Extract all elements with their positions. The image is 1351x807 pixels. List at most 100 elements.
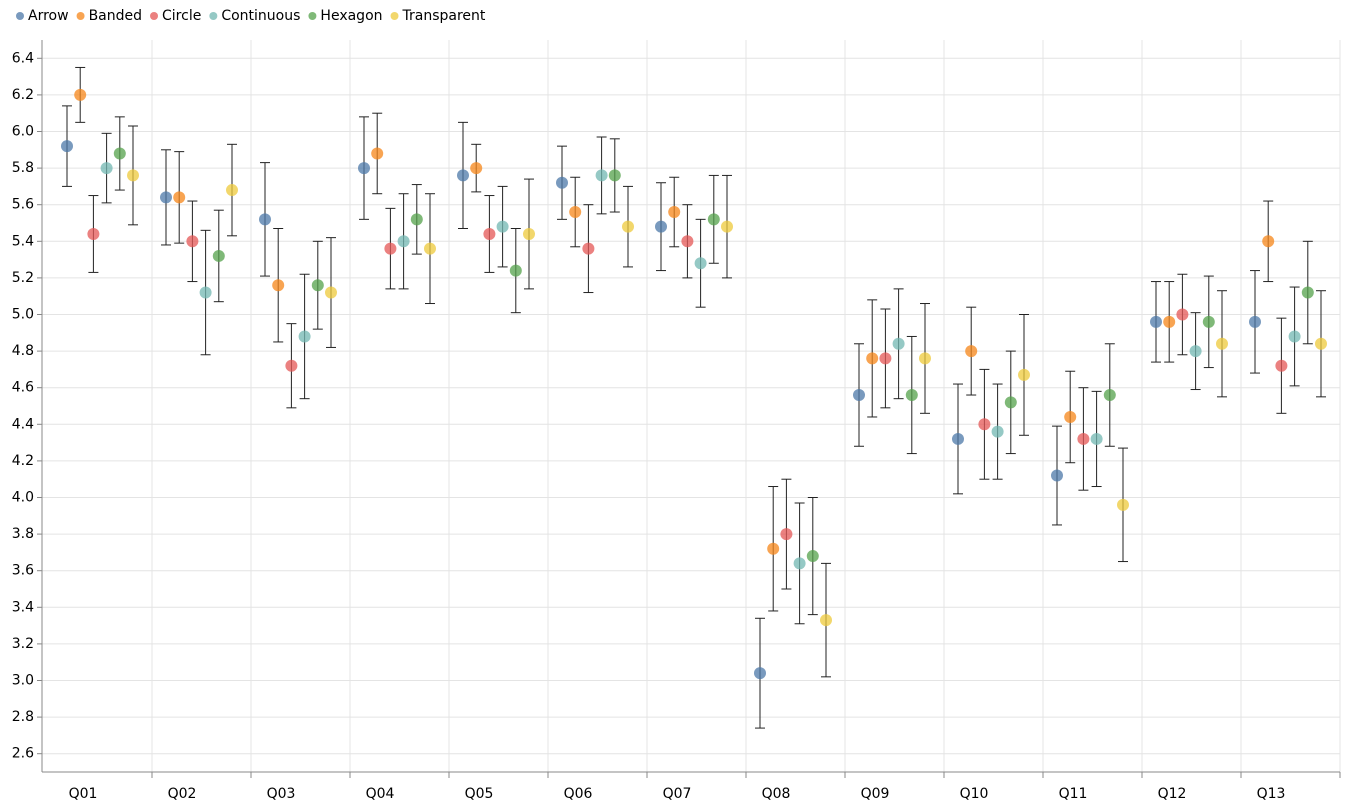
dot — [806, 550, 819, 563]
dot — [1163, 315, 1176, 328]
dot — [707, 213, 720, 226]
dot — [74, 88, 87, 101]
dot — [397, 235, 410, 248]
y-tick-label: 2.6 — [12, 746, 34, 762]
dot — [991, 425, 1004, 438]
y-tick-label: 5.6 — [12, 197, 34, 213]
dot — [1315, 337, 1327, 350]
dot — [754, 667, 766, 680]
x-tick-label: Q13 — [1257, 786, 1286, 802]
dot — [259, 213, 271, 226]
dot — [1216, 337, 1228, 350]
y-tick-label: 6.0 — [12, 124, 34, 140]
dot — [1018, 368, 1030, 381]
dot — [1262, 235, 1275, 248]
dot — [1301, 286, 1314, 299]
dot — [721, 220, 733, 233]
dot — [1176, 308, 1189, 321]
dot — [1077, 432, 1090, 445]
dot — [1189, 345, 1202, 358]
y-tick-label: 3.6 — [12, 563, 34, 579]
dot — [582, 242, 595, 255]
dot — [371, 147, 384, 160]
dot — [470, 162, 483, 175]
dot — [61, 140, 73, 153]
y-tick-label: 5.0 — [12, 307, 34, 323]
x-tick-label: Q12 — [1158, 786, 1187, 802]
dot — [325, 286, 337, 299]
dot — [496, 220, 509, 233]
dot — [978, 418, 991, 431]
y-tick-label: 5.4 — [12, 233, 34, 249]
dot — [424, 242, 436, 255]
dot — [919, 352, 931, 365]
y-tick-label: 4.0 — [12, 490, 34, 506]
dot — [160, 191, 172, 204]
legend-symbol — [150, 12, 159, 20]
dot — [1051, 469, 1063, 482]
legend-symbol — [16, 12, 24, 20]
legend-symbol — [209, 12, 218, 20]
dot — [793, 557, 806, 570]
dot — [905, 389, 918, 402]
x-tick-label: Q05 — [465, 786, 494, 802]
y-tick-label: 4.2 — [12, 453, 34, 469]
legend-label: Hexagon — [320, 8, 382, 24]
x-tick-label: Q04 — [366, 786, 395, 802]
dot — [952, 432, 964, 445]
dot — [622, 220, 634, 233]
dot — [113, 147, 126, 160]
x-tick-label: Q07 — [663, 786, 692, 802]
legend-symbol — [76, 12, 85, 20]
dot — [595, 169, 608, 182]
legend-label: Continuous — [221, 8, 300, 24]
dot — [1117, 498, 1129, 511]
y-tick-label: 5.2 — [12, 270, 34, 286]
dot — [87, 227, 100, 240]
dot — [186, 235, 199, 248]
dot — [311, 279, 324, 292]
dot — [1202, 315, 1215, 328]
y-tick-label: 3.2 — [12, 636, 34, 652]
x-tick-label: Q02 — [168, 786, 197, 802]
legend-label: Banded — [89, 8, 142, 24]
y-tick-label: 4.6 — [12, 380, 34, 396]
dot — [1275, 359, 1288, 372]
dot — [509, 264, 522, 277]
legend-label: Circle — [162, 8, 201, 24]
dot — [694, 257, 707, 270]
y-tick-label: 3.4 — [12, 599, 34, 615]
dot — [358, 162, 370, 175]
x-tick-label: Q09 — [861, 786, 890, 802]
dot — [879, 352, 892, 365]
dot — [767, 542, 780, 555]
dot — [965, 345, 978, 358]
dot — [1064, 410, 1077, 423]
y-tick-label: 4.4 — [12, 416, 34, 432]
dot — [298, 330, 311, 343]
dot — [272, 279, 285, 292]
dot — [668, 206, 681, 219]
legend-symbol — [390, 12, 399, 20]
dot — [199, 286, 212, 299]
dot — [853, 389, 865, 402]
legend-symbol — [308, 12, 317, 20]
x-tick-label: Q10 — [960, 786, 989, 802]
y-tick-label: 3.0 — [12, 673, 34, 689]
y-tick-label: 4.8 — [12, 343, 34, 359]
dot — [1004, 396, 1017, 409]
dot — [780, 528, 793, 541]
dot — [866, 352, 879, 365]
x-tick-label: Q03 — [267, 786, 296, 802]
dot — [681, 235, 694, 248]
dot — [892, 337, 905, 350]
dot — [483, 227, 496, 240]
dot — [285, 359, 298, 372]
dot — [1150, 315, 1162, 328]
dot — [457, 169, 469, 182]
dot — [100, 162, 113, 175]
dot — [1288, 330, 1301, 343]
dot — [1103, 389, 1116, 402]
dot — [1090, 432, 1103, 445]
